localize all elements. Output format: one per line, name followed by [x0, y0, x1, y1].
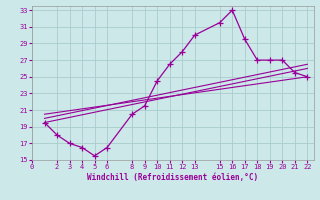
X-axis label: Windchill (Refroidissement éolien,°C): Windchill (Refroidissement éolien,°C) — [87, 173, 258, 182]
